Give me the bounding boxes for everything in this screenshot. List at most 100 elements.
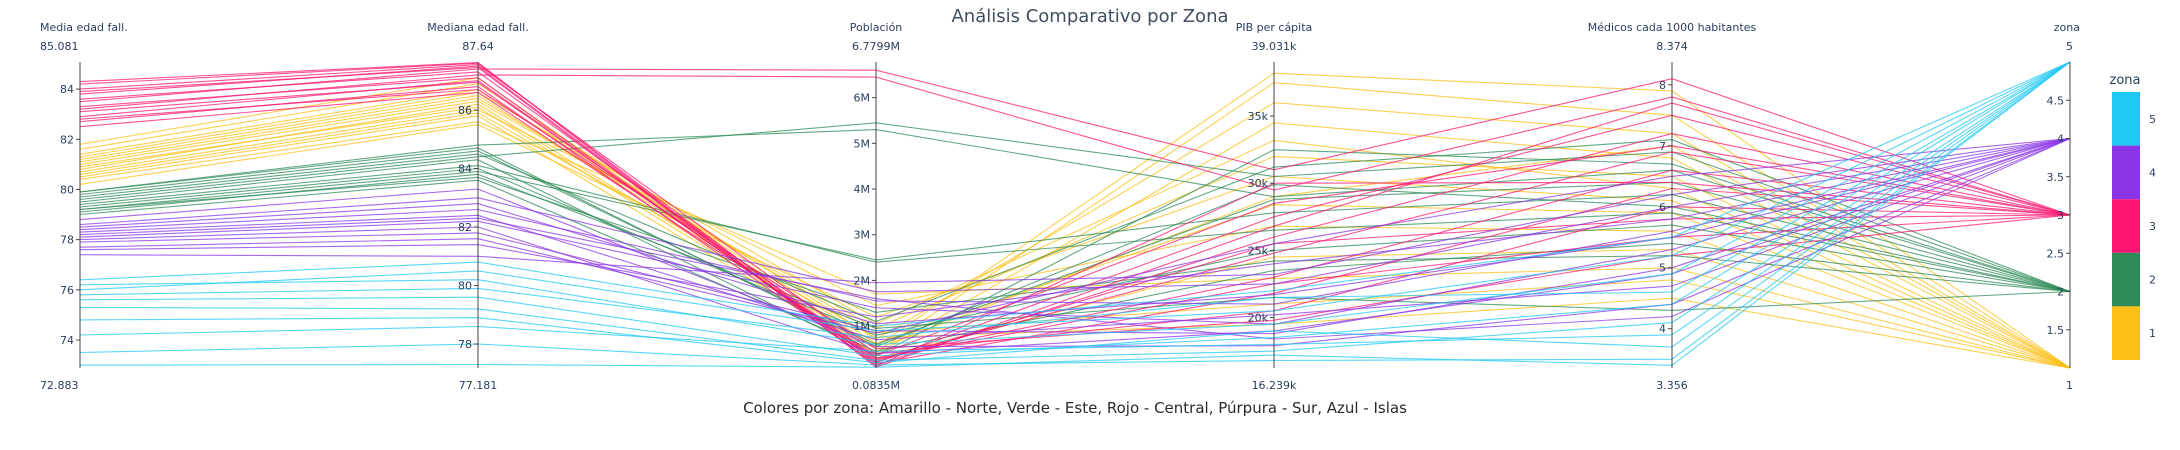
- axis-tick-label: 2: [2057, 286, 2064, 299]
- axis-1[interactable]: Mediana edad fall. 87.64 77.181 78 80 82 84 86: [427, 21, 528, 392]
- axis-min-label: 16.239k: [1252, 379, 1297, 392]
- axis-min-label: 1: [2066, 379, 2073, 392]
- axis-tick-label: 6: [1659, 201, 1666, 214]
- axis-tick-label: 2.5: [2047, 247, 2065, 260]
- axis-tick-label: 82: [60, 133, 74, 146]
- zona-1-line: [79, 77, 2071, 369]
- axis-max-label: 85.081: [40, 40, 79, 53]
- zona-5-line: [79, 61, 2071, 345]
- axis-max-label: 6.7799M: [852, 40, 900, 53]
- chart-title: Análisis Comparativo por Zona: [951, 6, 1228, 27]
- axis-tick-label: 25k: [1248, 244, 1269, 257]
- axis-title: Población: [850, 21, 903, 34]
- chart-subtitle: Colores por zona: Amarillo - Norte, Verd…: [743, 399, 1407, 417]
- zona-1-line: [79, 124, 2071, 369]
- zona-3-line: [79, 81, 2071, 360]
- axis-title: Media edad fall.: [40, 21, 128, 34]
- zona-3-line: [79, 67, 2071, 367]
- axis-tick-label: 4.5: [2047, 94, 2065, 107]
- axis-max-label: 5: [2066, 40, 2073, 53]
- axis-tick-label: 6M: [854, 92, 871, 105]
- zona-3-line: [79, 74, 2071, 216]
- axis-tick-label: 5M: [854, 137, 871, 150]
- axis-tick-label: 1M: [854, 320, 871, 333]
- colorbar-title: zona: [2110, 73, 2141, 88]
- zona-2-line: [79, 167, 2071, 336]
- axis-tick-label: 5: [1659, 262, 1666, 275]
- zona-3-line: [79, 91, 2071, 357]
- colorbar-segment-zona-5: [2112, 92, 2140, 146]
- axis-tick-label: 86: [458, 104, 472, 117]
- colorbar-segment-zona-3: [2112, 199, 2140, 253]
- zona-2-line: [79, 165, 2071, 293]
- axis-title: Médicos cada 1000 habitantes: [1588, 21, 1757, 34]
- axis-tick-label: 3.5: [2047, 171, 2065, 184]
- zona-2-line: [79, 122, 2071, 293]
- zona-5-line: [79, 61, 2071, 327]
- zona-5-line: [79, 61, 2071, 368]
- zona-5-line: [79, 61, 2071, 339]
- axis-2[interactable]: Población 6.7799M 0.0835M 1M 2M 3M 4M 5M 6M: [850, 21, 903, 392]
- axis-tick-label: 4: [2057, 133, 2064, 146]
- zona-4-line: [79, 137, 2071, 341]
- axis-tick-label: 35k: [1248, 110, 1269, 123]
- axis-tick-label: 74: [60, 334, 74, 347]
- axis-title: PIB per cápita: [1236, 21, 1313, 34]
- zona-3-line: [79, 62, 2071, 364]
- colorbar-segment-zona-2: [2112, 252, 2140, 307]
- zona-3-line: [79, 65, 2071, 366]
- zona-2-line: [79, 150, 2071, 345]
- zona-4-line: [79, 137, 2071, 284]
- zona-5-line: [79, 61, 2071, 366]
- zona-1-line: [79, 72, 2071, 369]
- axis-tick-label: 8: [1659, 79, 1666, 92]
- colorbar-tick-label: 4: [2149, 166, 2156, 179]
- axis-tick-label: 30k: [1248, 177, 1269, 190]
- zona-4-line: [79, 137, 2071, 325]
- colorbar-tick-label: 5: [2149, 113, 2156, 126]
- axis-title: zona: [2054, 21, 2080, 34]
- axis-min-label: 72.883: [40, 379, 79, 392]
- zona-3-line: [79, 62, 2071, 368]
- zona-5-line: [79, 61, 2071, 364]
- colorbar-segment-zona-4: [2112, 145, 2140, 200]
- axis-tick-label: 76: [60, 284, 74, 297]
- axis-title: Mediana edad fall.: [427, 21, 528, 34]
- axis-tick-label: 4: [1659, 323, 1666, 336]
- axis-tick-label: 78: [60, 234, 74, 247]
- axes-layer: Media edad fall.85.08172.883747678808284…: [40, 21, 2080, 392]
- axis-max-label: 39.031k: [1252, 40, 1297, 53]
- colorbar: zona 1 2 3 4 5: [2110, 73, 2156, 360]
- axis-0[interactable]: Media edad fall. 85.081 72.883 74 76 78 80 82 84: [40, 21, 128, 392]
- zona-4-line: [79, 137, 2071, 325]
- axis-tick-label: 80: [60, 183, 74, 196]
- zona-5-line: [79, 61, 2071, 361]
- axis-tick-label: 84: [60, 83, 74, 96]
- axis-tick-label: 84: [458, 162, 472, 175]
- colorbar-segment-zona-1: [2112, 306, 2140, 360]
- axis-max-label: 87.64: [462, 40, 494, 53]
- zona-4-line: [79, 137, 2071, 318]
- axis-tick-label: 3M: [854, 229, 871, 242]
- zona-2-line: [79, 129, 2071, 293]
- zona-5-line: [79, 61, 2071, 332]
- zona-3-line: [79, 86, 2071, 365]
- axis-tick-label: 3: [2057, 209, 2064, 222]
- zona-2-line: [79, 139, 2071, 323]
- axis-tick-label: 82: [458, 221, 472, 234]
- axis-tick-label: 78: [458, 338, 472, 351]
- colorbar-tick-label: 2: [2149, 274, 2156, 287]
- axis-tick-label: 7: [1659, 140, 1666, 153]
- axis-4[interactable]: Médicos cada 1000 habitantes 8.374 3.356 4 5…: [1588, 21, 1757, 392]
- zona-4-line: [79, 137, 2071, 305]
- zona-2-line: [79, 173, 2071, 329]
- axis-min-label: 0.0835M: [852, 379, 900, 392]
- axis-3[interactable]: PIB per cápita 39.031k 16.239k 20k 25k 30k 35k: [1236, 21, 1313, 392]
- zona-2-line: [79, 170, 2071, 293]
- axis-tick-label: 20k: [1248, 312, 1269, 325]
- axis-5[interactable]: zona 5 1 1.5 2 2.5 3 3.5 4 4.5: [2047, 21, 2081, 392]
- axis-tick-label: 2M: [854, 274, 871, 287]
- zona-4-line: [79, 137, 2071, 334]
- axis-tick-label: 80: [458, 280, 472, 293]
